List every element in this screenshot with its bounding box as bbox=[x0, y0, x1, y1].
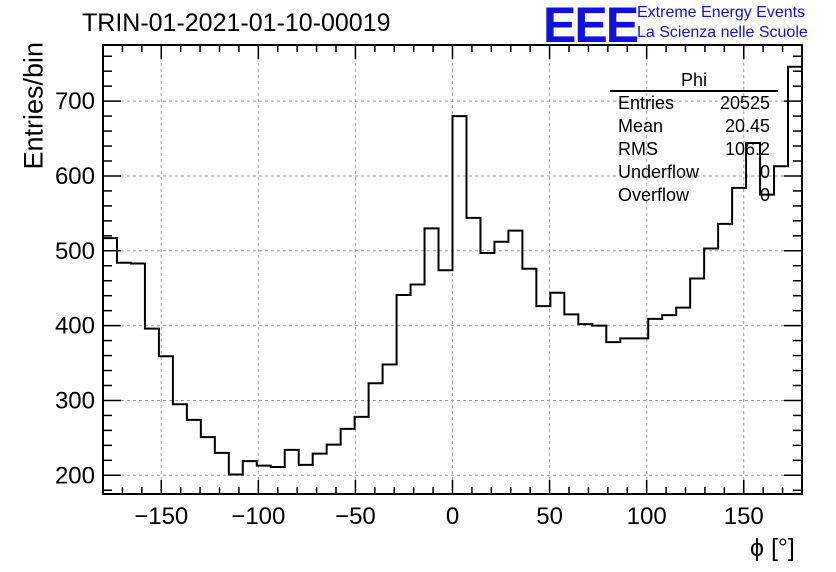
y-tick-label: 600 bbox=[55, 163, 95, 190]
stats-value: 106.2 bbox=[724, 139, 770, 159]
histogram-line bbox=[103, 65, 802, 476]
stats-value: 20525 bbox=[719, 93, 770, 113]
stats-value: 0 bbox=[759, 162, 770, 182]
stats-key: Underflow bbox=[618, 162, 700, 182]
stats-key: RMS bbox=[618, 139, 658, 159]
stats-row-underflow: Underflow 0 bbox=[610, 161, 778, 184]
y-axis-label: Entries/bin bbox=[18, 41, 49, 170]
x-tick-label: 50 bbox=[536, 503, 563, 530]
x-tick-label: 100 bbox=[627, 503, 667, 530]
stats-row-entries: Entries 20525 bbox=[610, 92, 778, 115]
x-axis-label: ϕ [°] bbox=[750, 534, 795, 562]
logo-line-2: La Scienza nelle Scuole bbox=[637, 24, 808, 41]
stats-key: Overflow bbox=[618, 185, 690, 205]
stats-value: 20.45 bbox=[724, 116, 770, 136]
grid-lines bbox=[103, 45, 802, 494]
x-tick-label: 150 bbox=[724, 503, 764, 530]
stats-value: 0 bbox=[759, 185, 770, 205]
y-tick-label: 500 bbox=[55, 238, 95, 265]
y-tick-label: 400 bbox=[55, 313, 95, 340]
y-tick-label: 700 bbox=[55, 88, 95, 115]
stats-key: Mean bbox=[618, 116, 664, 136]
x-tick-label: 0 bbox=[446, 503, 459, 530]
y-tick-label: 200 bbox=[55, 462, 95, 489]
y-tick-label: 300 bbox=[55, 387, 95, 414]
stats-row-overflow: Overflow 0 bbox=[610, 184, 778, 207]
eee-logo: EEE bbox=[543, 0, 639, 53]
stats-box-name: Phi bbox=[610, 70, 778, 92]
tick-labels: −150 −100 −50 0 50 100 150 200 300 400 500 600 700 bbox=[55, 88, 764, 530]
x-tick-label: −50 bbox=[335, 503, 376, 530]
stats-box: Phi Entries 20525 Mean 20.45 RMS 106.2 Unde… bbox=[610, 70, 778, 207]
stats-row-mean: Mean 20.45 bbox=[610, 115, 778, 138]
x-tick-label: −150 bbox=[134, 503, 188, 530]
axis-ticks bbox=[102, 45, 803, 494]
stats-row-rms: RMS 106.2 bbox=[610, 138, 778, 161]
stats-key: Entries bbox=[618, 93, 675, 113]
logo-line-1: Extreme Energy Events bbox=[637, 4, 806, 21]
chart-title: TRIN-01-2021-01-10-00019 bbox=[82, 9, 391, 37]
x-tick-label: −100 bbox=[231, 503, 285, 530]
